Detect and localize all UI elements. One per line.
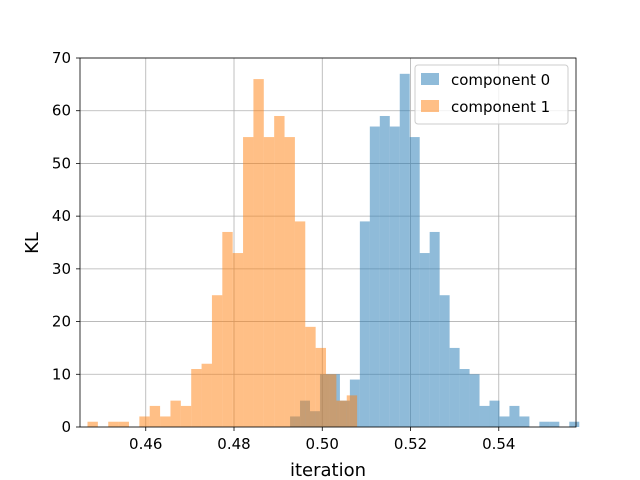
x-tick-label: 0.54 — [482, 435, 515, 453]
y-tick-label: 70 — [52, 49, 71, 67]
histogram-bar — [379, 115, 390, 427]
histogram-bar — [118, 421, 129, 427]
histogram-bar — [149, 405, 161, 427]
histogram-bar — [191, 369, 202, 427]
legend: component 0 component 1 — [414, 64, 569, 125]
histogram-bars — [87, 73, 580, 428]
histogram-bar — [180, 405, 192, 427]
series-component-1 — [87, 79, 358, 428]
histogram-bar — [409, 137, 420, 428]
histogram-bar — [469, 374, 480, 427]
histogram-bar — [449, 347, 460, 427]
y-tick-label: 10 — [52, 365, 71, 383]
legend-label-component-1: component 1 — [451, 98, 550, 116]
histogram-bar — [108, 421, 119, 427]
legend-swatch-component-0 — [421, 73, 439, 85]
histogram-bar — [263, 137, 275, 428]
x-tick-label: 0.46 — [129, 435, 162, 453]
histogram-bar — [170, 400, 181, 427]
histogram-bar — [211, 295, 223, 427]
histogram-bar — [459, 369, 470, 427]
y-tick-label: 30 — [52, 260, 71, 278]
histogram-bar — [222, 231, 233, 427]
histogram-bar — [479, 405, 490, 427]
x-tick-label: 0.50 — [306, 435, 339, 453]
legend-label-component-0: component 0 — [451, 71, 550, 89]
y-tick-label: 40 — [52, 207, 71, 225]
histogram-bar — [439, 295, 450, 427]
histogram-bar — [160, 416, 171, 427]
histogram-bar — [201, 363, 212, 427]
histogram-bar — [232, 253, 244, 427]
histogram-bar — [549, 421, 560, 427]
y-tick-label: 20 — [52, 313, 71, 331]
histogram-bar — [139, 416, 150, 427]
histogram-bar — [305, 326, 316, 427]
histogram-bar — [539, 421, 550, 427]
histogram-bar — [569, 421, 580, 427]
histogram-bar — [509, 405, 520, 427]
histogram-bar — [369, 126, 380, 428]
histogram-bar — [389, 126, 400, 428]
histogram-bar — [499, 416, 510, 427]
histogram-bar — [315, 347, 327, 427]
histogram-bar — [429, 231, 440, 427]
histogram-bar — [489, 400, 500, 427]
x-tick-label: 0.48 — [217, 435, 250, 453]
histogram-bar — [336, 400, 347, 427]
histogram-bar — [346, 395, 358, 427]
legend-swatch-component-1 — [421, 100, 439, 112]
y-tick-label: 60 — [52, 102, 71, 120]
histogram-bar — [87, 421, 98, 427]
histogram-bar — [294, 221, 306, 427]
histogram-bar — [519, 416, 530, 427]
x-tick-label: 0.52 — [394, 435, 427, 453]
y-tick-label: 50 — [52, 154, 71, 172]
histogram-bar — [284, 137, 295, 428]
legend-frame — [414, 64, 569, 125]
histogram-bar — [326, 374, 337, 427]
y-axis-label: KL — [22, 232, 43, 254]
histogram-bar — [243, 137, 254, 428]
histogram-bar — [359, 221, 370, 427]
plot-frame — [79, 57, 577, 428]
histogram-bar — [274, 115, 285, 427]
histogram-bar — [253, 79, 264, 427]
histogram-bar — [419, 253, 430, 427]
x-axis-label: iteration — [290, 460, 366, 480]
y-tick-label: 0 — [61, 418, 71, 436]
histogram-bar — [399, 73, 410, 428]
axis-ticks: 0.46 0.48 0.50 0.52 0.54 0 10 20 30 40 50 60 70 — [52, 49, 516, 453]
axes-frame — [79, 57, 577, 428]
